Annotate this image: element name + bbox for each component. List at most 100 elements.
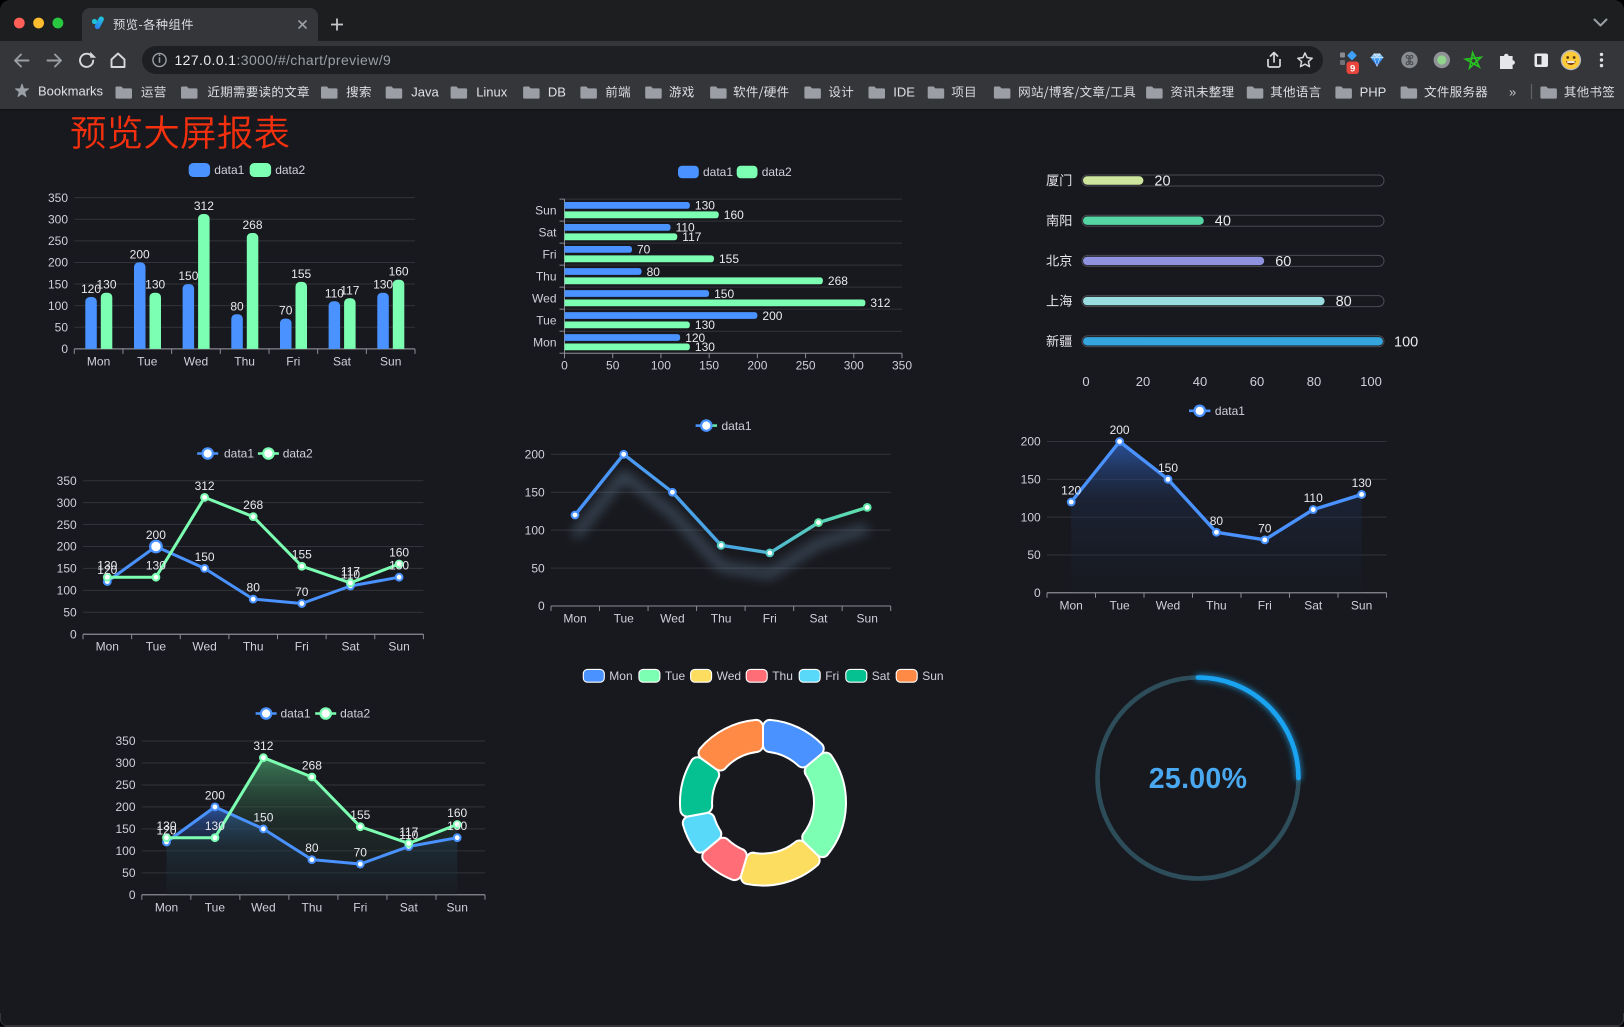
svg-text:Fri: Fri bbox=[825, 669, 839, 683]
svg-text:150: 150 bbox=[699, 359, 719, 373]
svg-text:20: 20 bbox=[1154, 174, 1170, 190]
svg-text:200: 200 bbox=[205, 788, 225, 802]
svg-text:Sun: Sun bbox=[857, 612, 878, 626]
svg-text:Mon: Mon bbox=[87, 354, 110, 368]
svg-text:100: 100 bbox=[1360, 374, 1382, 389]
svg-text:data2: data2 bbox=[275, 163, 305, 177]
svg-text:Tue: Tue bbox=[137, 354, 158, 368]
svg-text:150: 150 bbox=[1021, 473, 1041, 487]
svg-text:117: 117 bbox=[341, 564, 360, 578]
svg-text:312: 312 bbox=[870, 296, 890, 310]
svg-text:0: 0 bbox=[129, 888, 136, 902]
svg-text:100: 100 bbox=[48, 299, 68, 313]
svg-text:Mon: Mon bbox=[155, 900, 178, 914]
svg-text:130: 130 bbox=[447, 819, 467, 833]
svg-text:Sun: Sun bbox=[388, 640, 409, 654]
svg-text:268: 268 bbox=[302, 759, 322, 773]
svg-text:Thu: Thu bbox=[1206, 598, 1227, 612]
svg-text:130: 130 bbox=[205, 819, 225, 833]
svg-text:Thu: Thu bbox=[302, 900, 323, 914]
svg-text:Wed: Wed bbox=[184, 354, 208, 368]
svg-text:50: 50 bbox=[55, 321, 69, 335]
svg-text:70: 70 bbox=[279, 304, 293, 318]
svg-text:250: 250 bbox=[796, 359, 816, 373]
svg-text:Thu: Thu bbox=[536, 269, 557, 283]
svg-text:0: 0 bbox=[538, 599, 545, 613]
svg-text:160: 160 bbox=[724, 208, 744, 222]
svg-text:50: 50 bbox=[63, 606, 77, 620]
svg-text:100: 100 bbox=[651, 359, 671, 373]
svg-text:Sun: Sun bbox=[1351, 598, 1372, 612]
svg-text:350: 350 bbox=[892, 359, 912, 373]
svg-text:Wed: Wed bbox=[192, 640, 216, 654]
svg-text:130: 130 bbox=[96, 278, 116, 292]
svg-text:Wed: Wed bbox=[1156, 598, 1180, 612]
svg-text:117: 117 bbox=[340, 283, 359, 297]
svg-text:Tue: Tue bbox=[614, 612, 635, 626]
svg-text:200: 200 bbox=[525, 448, 545, 462]
svg-text:Sun: Sun bbox=[380, 354, 401, 368]
svg-text:Sat: Sat bbox=[400, 900, 419, 914]
svg-text:120: 120 bbox=[81, 282, 101, 296]
svg-text:268: 268 bbox=[243, 498, 263, 512]
svg-text:50: 50 bbox=[531, 561, 545, 575]
svg-text:Mon: Mon bbox=[609, 669, 632, 683]
svg-text:200: 200 bbox=[115, 800, 135, 814]
svg-text:70: 70 bbox=[295, 585, 309, 599]
svg-text:Mon: Mon bbox=[563, 612, 586, 626]
svg-text:Thu: Thu bbox=[234, 354, 255, 368]
svg-text:PHP: PHP bbox=[1360, 85, 1387, 100]
svg-text:80: 80 bbox=[1336, 294, 1352, 310]
svg-text:130: 130 bbox=[146, 559, 166, 573]
svg-text:Wed: Wed bbox=[717, 669, 741, 683]
svg-text:»: » bbox=[1509, 85, 1516, 100]
svg-text:110: 110 bbox=[676, 221, 695, 235]
svg-text:80: 80 bbox=[305, 841, 319, 855]
svg-text:Tue: Tue bbox=[536, 313, 557, 327]
svg-text:150: 150 bbox=[253, 810, 273, 824]
svg-text:data1: data1 bbox=[281, 707, 311, 721]
svg-text:155: 155 bbox=[719, 252, 739, 266]
svg-text:Sun: Sun bbox=[447, 900, 468, 914]
svg-text:Fri: Fri bbox=[763, 612, 777, 626]
svg-text:312: 312 bbox=[194, 199, 214, 213]
svg-text:Thu: Thu bbox=[711, 612, 732, 626]
svg-text:300: 300 bbox=[48, 212, 68, 226]
svg-text:Tue: Tue bbox=[665, 669, 686, 683]
svg-text:data2: data2 bbox=[283, 447, 313, 461]
svg-text:130: 130 bbox=[1352, 476, 1372, 490]
svg-text:Tue: Tue bbox=[146, 640, 167, 654]
svg-text:200: 200 bbox=[57, 540, 77, 554]
svg-text:130: 130 bbox=[97, 559, 117, 573]
svg-text:150: 150 bbox=[714, 287, 734, 301]
svg-text:160: 160 bbox=[447, 806, 467, 820]
svg-text:268: 268 bbox=[828, 274, 848, 288]
svg-text:70: 70 bbox=[637, 243, 651, 257]
svg-text:117: 117 bbox=[399, 825, 418, 839]
svg-text:200: 200 bbox=[747, 359, 767, 373]
svg-text:312: 312 bbox=[253, 739, 273, 753]
svg-text:150: 150 bbox=[195, 550, 215, 564]
svg-text:100: 100 bbox=[115, 844, 135, 858]
svg-text:data2: data2 bbox=[762, 165, 792, 179]
svg-text:155: 155 bbox=[350, 808, 370, 822]
svg-text:80: 80 bbox=[247, 581, 261, 595]
svg-text:300: 300 bbox=[844, 359, 864, 373]
svg-text:250: 250 bbox=[48, 234, 68, 248]
svg-text:Sat: Sat bbox=[538, 225, 557, 239]
svg-text:Sat: Sat bbox=[333, 354, 352, 368]
svg-text:127.0.0.1:3000/#/chart/preview: 127.0.0.1:3000/#/chart/preview/9 bbox=[175, 52, 392, 68]
svg-text:130: 130 bbox=[695, 340, 715, 354]
svg-text:Mon: Mon bbox=[96, 640, 119, 654]
svg-text:120: 120 bbox=[97, 563, 117, 577]
svg-text:200: 200 bbox=[130, 247, 150, 261]
svg-text:80: 80 bbox=[647, 265, 661, 279]
svg-text:160: 160 bbox=[389, 546, 409, 560]
svg-text:Sat: Sat bbox=[872, 669, 891, 683]
svg-text:Sat: Sat bbox=[341, 640, 360, 654]
svg-text:70: 70 bbox=[354, 846, 368, 860]
svg-text:80: 80 bbox=[230, 299, 244, 313]
svg-text:Bookmarks: Bookmarks bbox=[38, 84, 104, 99]
svg-text:Fri: Fri bbox=[1258, 598, 1272, 612]
svg-text:Tue: Tue bbox=[205, 900, 226, 914]
